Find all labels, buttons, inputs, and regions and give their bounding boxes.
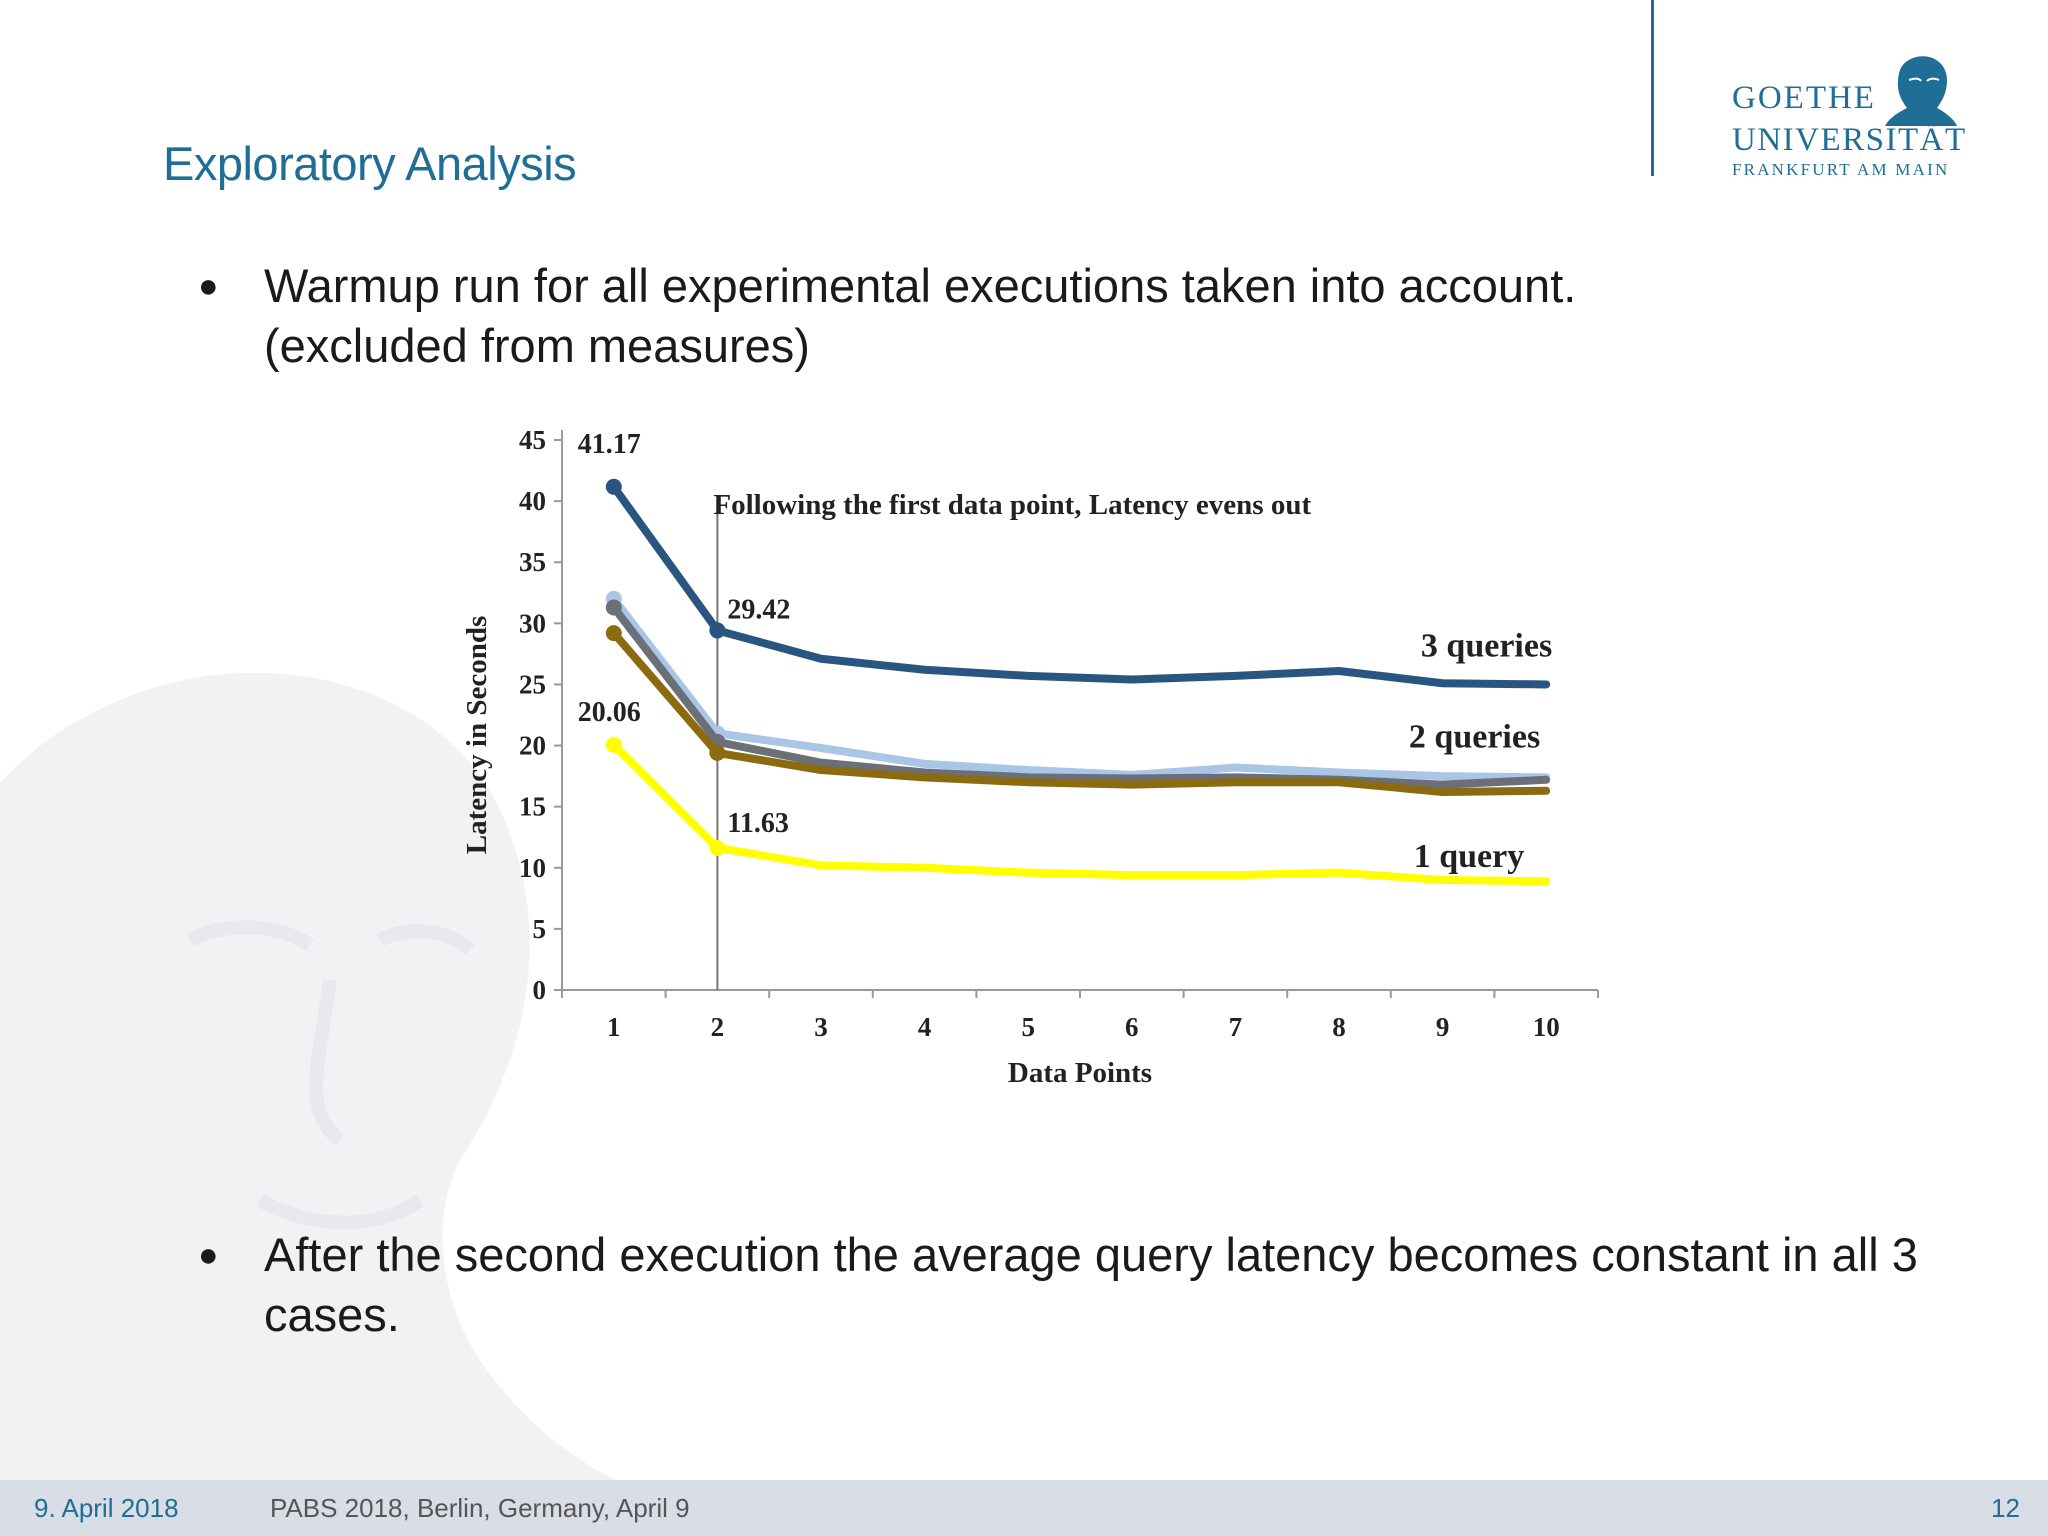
series-line [609, 594, 1551, 782]
series-line [609, 482, 1551, 689]
series-line [609, 629, 1551, 796]
series-line [609, 603, 1551, 789]
y-tick-label: 40 [519, 486, 546, 516]
x-axis-label: Data Points [1008, 1057, 1152, 1089]
data-label: 41.17 [578, 429, 641, 460]
data-point [605, 736, 622, 753]
x-tick-label: 2 [711, 1012, 725, 1042]
series-label: 2 queries [1409, 718, 1540, 755]
chart-annotation: Following the first data point, Latency … [713, 489, 1311, 521]
footer-conference: PABS 2018, Berlin, Germany, April 9 [270, 1493, 690, 1523]
x-tick-label: 6 [1125, 1012, 1139, 1042]
goethe-portrait-logo-icon [1885, 56, 1957, 126]
bullet-dot-icon: ● [198, 267, 219, 305]
data-label: 11.63 [727, 808, 788, 839]
y-tick-label: 30 [519, 608, 546, 638]
y-tick-label: 45 [519, 425, 546, 455]
logo-line-1: GOETHE [1732, 80, 1876, 116]
series-line [609, 740, 1551, 886]
series-label: 3 queries [1421, 627, 1552, 664]
x-tick-label: 1 [607, 1012, 621, 1042]
y-tick-label: 15 [519, 792, 546, 822]
footer-page-number: 12 [1991, 1493, 2020, 1523]
footer-date: 9. April 2018 [34, 1493, 179, 1523]
data-point [709, 622, 726, 639]
data-label: 29.42 [727, 594, 790, 625]
x-tick-label: 10 [1533, 1012, 1560, 1042]
bullet-2: ● After the second execution the average… [198, 1225, 1964, 1345]
series-label: 1 query [1414, 838, 1525, 875]
x-tick-label: 4 [918, 1012, 932, 1042]
data-point [605, 599, 622, 616]
bullet-1: ● Warmup run for all experimental execut… [198, 256, 1764, 376]
y-tick-label: 20 [519, 731, 546, 761]
footer-bar: 9. April 2018 PABS 2018, Berlin, Germany… [0, 1480, 2048, 1536]
bullet-2-text: After the second execution the average q… [264, 1228, 1918, 1341]
data-point [709, 839, 726, 856]
data-point [709, 744, 726, 761]
bullet-1-text: Warmup run for all experimental executio… [264, 259, 1577, 372]
y-axis-label: Latency in Seconds [461, 616, 493, 854]
x-tick-label: 8 [1332, 1012, 1346, 1042]
x-tick-label: 7 [1229, 1012, 1243, 1042]
y-tick-label: 5 [533, 914, 547, 944]
x-tick-label: 5 [1021, 1012, 1034, 1042]
data-point [605, 625, 622, 642]
y-tick-label: 0 [533, 975, 547, 1005]
logo-line-2: UNIVERSITÄT [1732, 122, 1967, 158]
bullet-dot-icon: ● [198, 1236, 219, 1274]
x-tick-label: 9 [1436, 1012, 1450, 1042]
x-tick-label: 3 [814, 1012, 828, 1042]
y-tick-label: 35 [519, 547, 546, 577]
header-divider [1651, 0, 1654, 176]
logo-line-3: FRANKFURT AM MAIN [1732, 160, 1950, 179]
data-label: 20.06 [578, 697, 641, 728]
y-tick-label: 10 [519, 853, 546, 883]
goethe-watermark-icon [0, 672, 660, 1500]
page-title: Exploratory Analysis [163, 137, 577, 190]
data-point [605, 478, 622, 495]
y-tick-label: 25 [519, 669, 546, 699]
